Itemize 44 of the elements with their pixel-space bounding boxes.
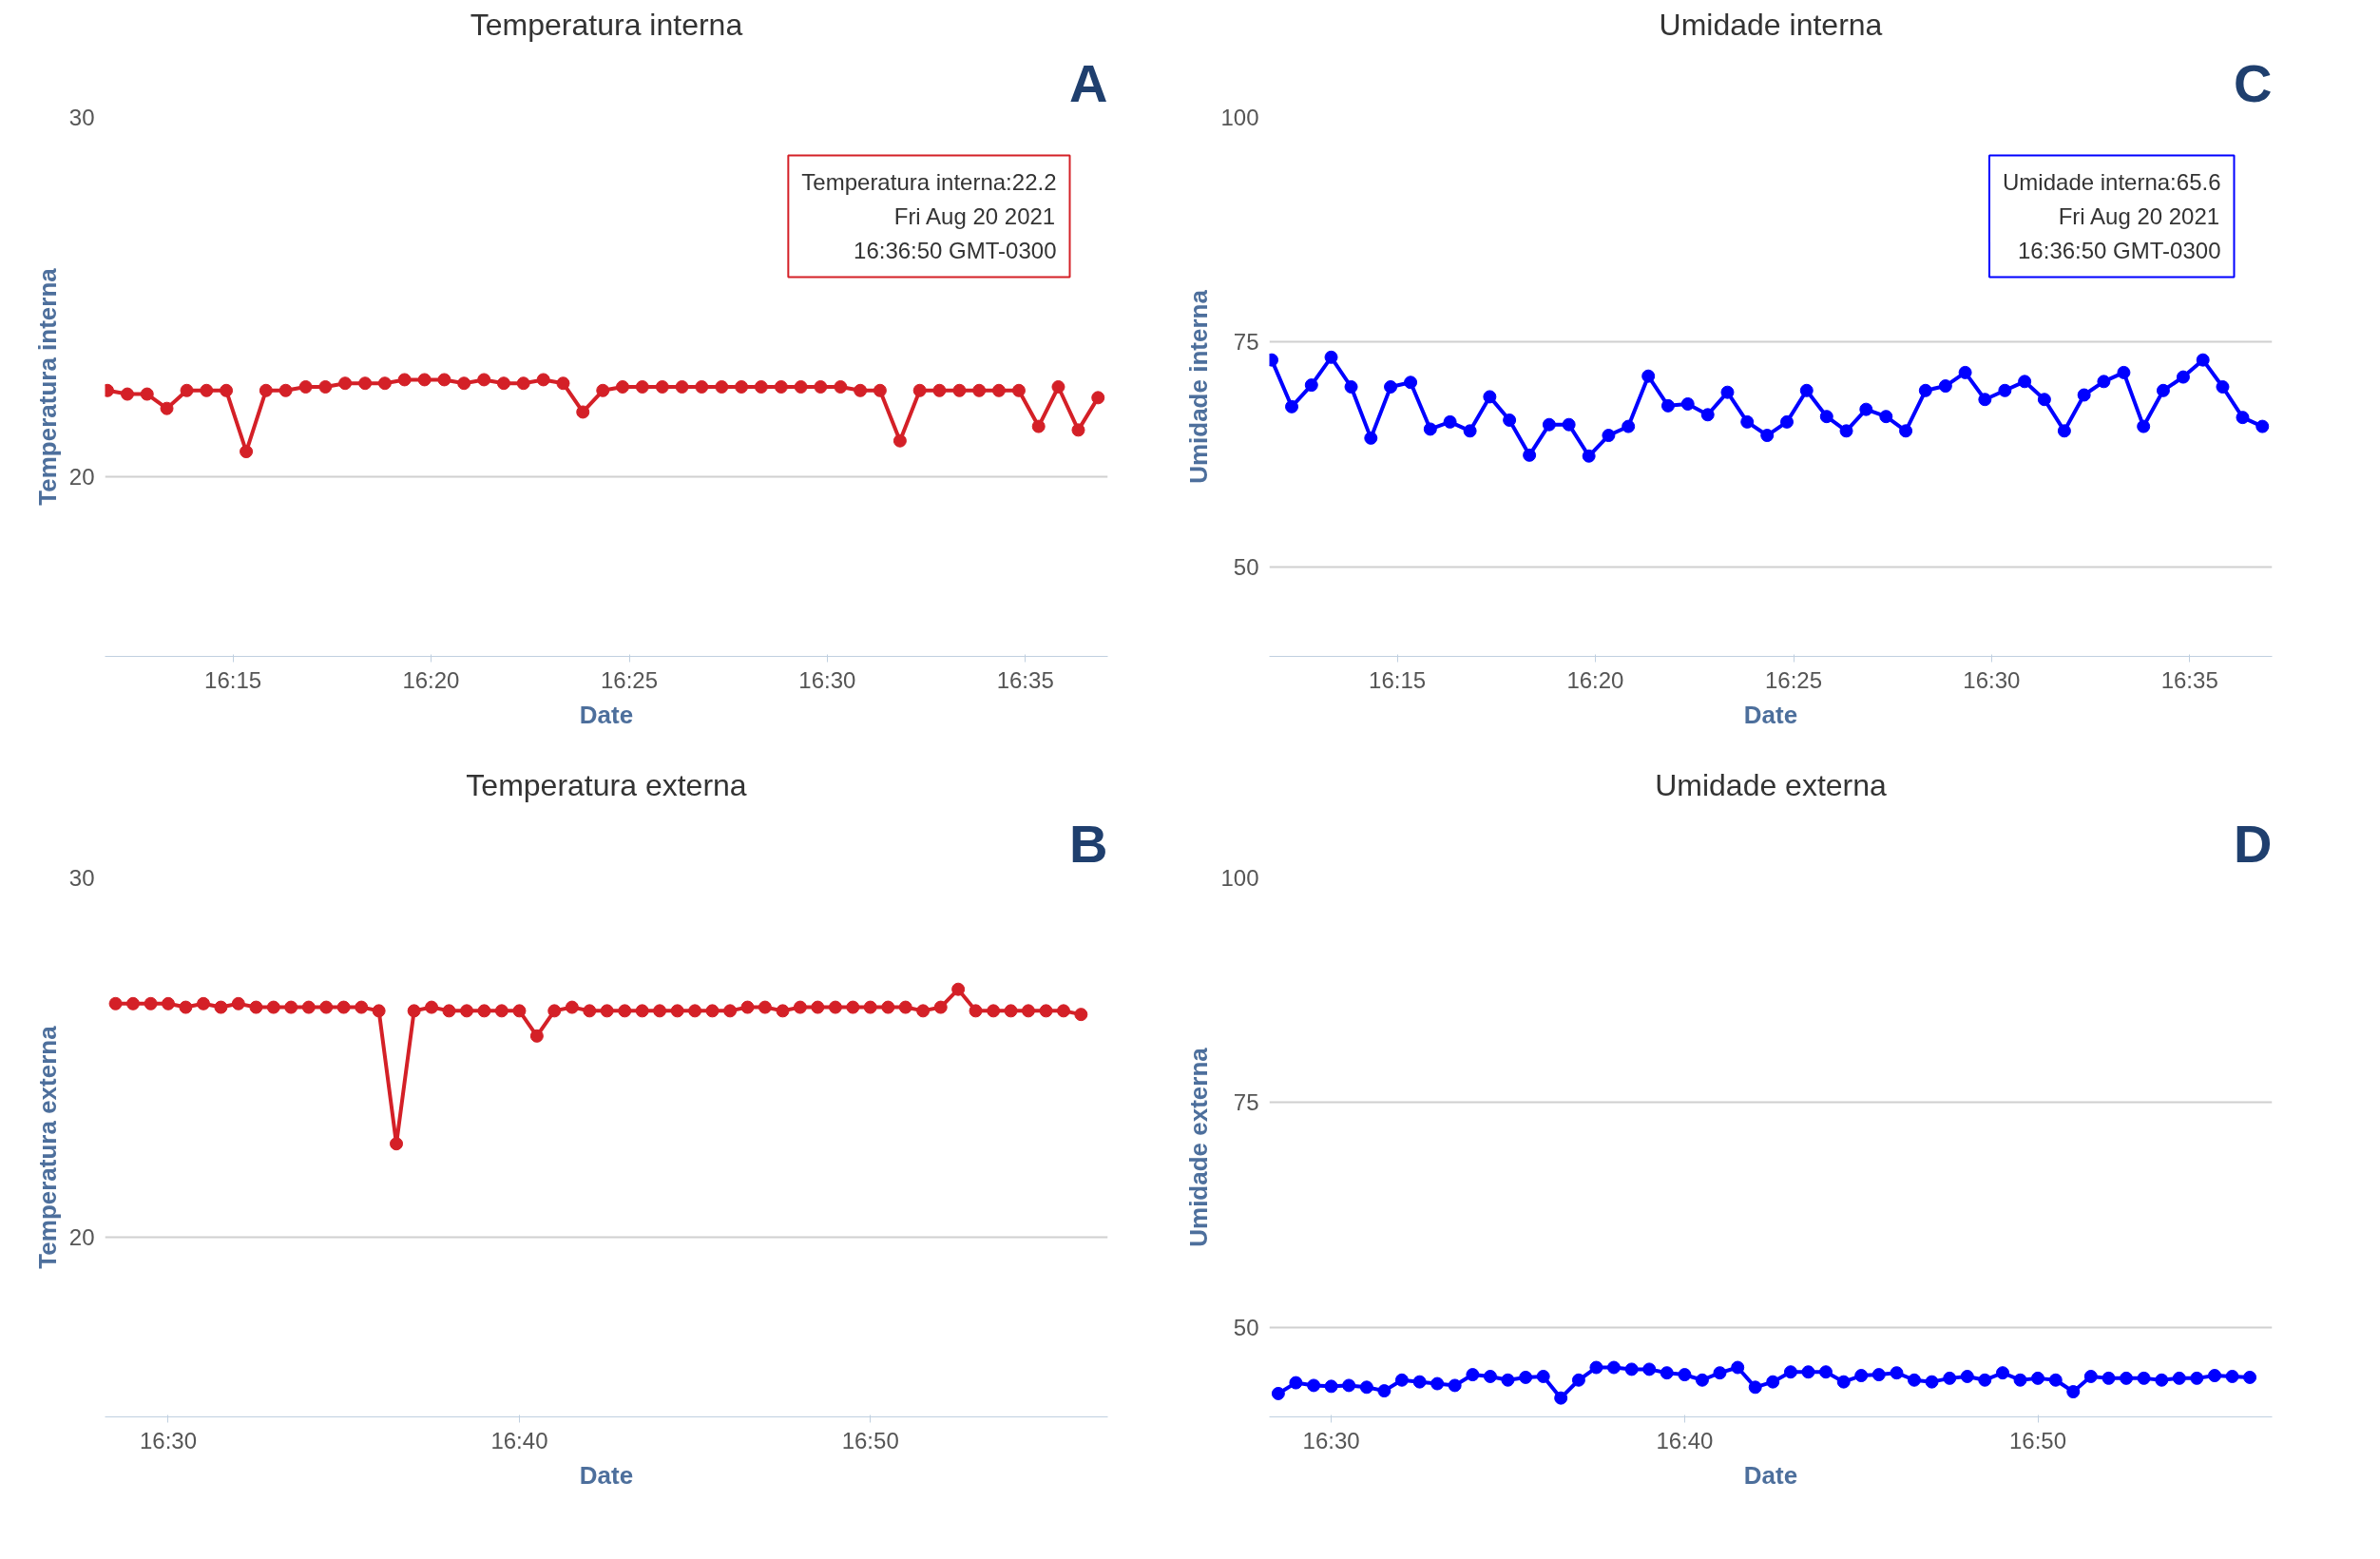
y-tick-label: 30 [68,105,95,130]
text: C [2234,52,2273,113]
y-tick-label: 50 [1233,553,1259,580]
x-tick-label: 16:40 [490,1427,548,1453]
x-axis-title: Date [1743,1460,1798,1490]
x-tick-label: 16:20 [402,666,460,693]
chart-title: Umidade interna [1659,7,1883,42]
x-tick-label: 16:35 [996,666,1054,693]
chart-title: Umidade externa [1655,767,1888,802]
text: A [1069,52,1108,113]
x-tick-label: 16:35 [2160,666,2218,693]
x-tick-label: 16:25 [600,666,659,693]
x-tick-label: 16:30 [1302,1427,1360,1453]
x-tick-label: 16:30 [798,666,856,693]
x-tick-label: 16:15 [204,666,262,693]
x-tick-label: 16:30 [139,1427,198,1453]
y-tick-label: 50 [1233,1314,1259,1340]
text: D [2234,813,2273,874]
y-tick-label: 30 [68,865,95,891]
x-axis-title: Date [579,1460,634,1490]
x-tick-label: 16:20 [1566,666,1624,693]
x-tick-label: 16:15 [1369,666,1427,693]
chart-title: Temperatura interna [470,7,743,42]
x-tick-label: 16:30 [1963,666,2021,693]
y-axis-title: Temperatura externa [32,1025,62,1269]
y-tick-label: 100 [1220,865,1259,891]
y-tick-label: 100 [1220,105,1259,130]
y-axis-title: Umidade interna [1184,289,1214,484]
y-axis-title: Temperatura interna [32,267,62,506]
y-tick-label: 20 [68,1224,95,1250]
annotation: Temperatura interna:22.2 Fri Aug 20 2021 16:36:50 GMT-0300 [801,168,1057,264]
y-tick-label: 75 [1233,1089,1259,1116]
text: B [1069,813,1108,874]
chart-title: Temperatura externa [466,767,747,802]
x-axis-title: Date [1743,700,1798,729]
x-tick-label: 16:50 [841,1427,899,1453]
x-tick-label: 16:25 [1764,666,1823,693]
x-tick-label: 16:40 [1656,1427,1714,1453]
y-tick-label: 20 [68,464,95,490]
y-axis-title: Umidade externa [1184,1047,1214,1247]
x-axis-title: Date [579,700,634,729]
x-tick-label: 16:50 [2009,1427,2067,1453]
y-tick-label: 75 [1233,329,1259,356]
annotation: Umidade interna:65.6 Fri Aug 20 2021 16:36:50 GMT-0300 [2003,168,2221,264]
